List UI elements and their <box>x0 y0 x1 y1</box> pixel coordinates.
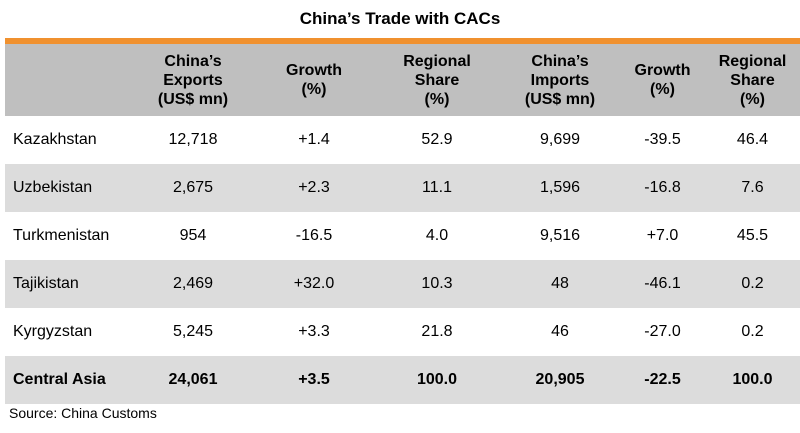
cell-imports-growth: +7.0 <box>646 227 679 244</box>
row-country: Tajikistan <box>13 275 79 292</box>
header-exports: China’s Exports (US$ mn) <box>157 52 229 108</box>
accent-bar <box>5 38 800 44</box>
trade-table: China’s Exports (US$ mn) Growth (%) Regi… <box>5 44 800 404</box>
total-imports-growth: -22.5 <box>644 371 681 388</box>
cell-exports: 12,718 <box>168 131 218 148</box>
cell-exports-growth: +3.3 <box>298 323 330 340</box>
table-row: Uzbekistan 2,675 +2.3 11.1 1,596 -16.8 7… <box>5 164 800 212</box>
source-note: Source: China Customs <box>9 405 157 421</box>
cell-exports-share: 10.3 <box>421 275 453 292</box>
cell-imports-share: 0.2 <box>741 275 764 292</box>
row-country: Turkmenistan <box>13 227 110 244</box>
cell-imports-growth: -46.1 <box>644 275 681 292</box>
cell-exports-growth: +2.3 <box>298 179 330 196</box>
header-imports: China’s Imports (US$ mn) <box>524 52 596 108</box>
cell-imports-share: 46.4 <box>736 131 769 148</box>
total-imports-share: 100.0 <box>732 371 773 388</box>
cell-imports: 46 <box>551 323 569 340</box>
cell-exports-share: 52.9 <box>421 131 453 148</box>
header-exports-share: Regional Share (%) <box>403 52 471 108</box>
trade-table-container: China’s Exports (US$ mn) Growth (%) Regi… <box>5 38 800 404</box>
header-country <box>5 44 132 116</box>
header-exports-growth: Growth (%) <box>286 62 342 98</box>
cell-exports: 2,469 <box>172 275 214 292</box>
cell-exports-growth: +32.0 <box>293 275 335 292</box>
total-label: Central Asia <box>13 371 106 388</box>
total-imports: 20,905 <box>535 371 585 388</box>
header-row: China’s Exports (US$ mn) Growth (%) Regi… <box>5 44 800 116</box>
cell-exports-share: 4.0 <box>425 227 449 244</box>
cell-imports: 1,596 <box>539 179 581 196</box>
header-imports-growth: Growth (%) <box>634 62 691 98</box>
cell-imports: 48 <box>551 275 569 292</box>
cell-exports: 2,675 <box>172 179 214 196</box>
cell-imports-growth: -39.5 <box>644 131 681 148</box>
cell-imports-growth: -16.8 <box>644 179 681 196</box>
total-exports: 24,061 <box>168 371 218 388</box>
table-row: Kazakhstan 12,718 +1.4 52.9 9,699 -39.5 … <box>5 116 800 164</box>
table-row: Tajikistan 2,469 +32.0 10.3 48 -46.1 0.2 <box>5 260 800 308</box>
cell-exports-share: 11.1 <box>422 179 452 196</box>
table-title: China’s Trade with CACs <box>299 9 501 28</box>
total-row: Central Asia 24,061 +3.5 100.0 20,905 -2… <box>5 356 800 404</box>
cell-imports-share: 7.6 <box>741 179 764 196</box>
cell-imports: 9,699 <box>539 131 581 148</box>
row-country: Kazakhstan <box>13 131 97 148</box>
table-row: Kyrgyzstan 5,245 +3.3 21.8 46 -27.0 0.2 <box>5 308 800 356</box>
total-exports-share: 100.0 <box>416 371 458 388</box>
cell-exports-growth: +1.4 <box>298 131 330 148</box>
table-row: Turkmenistan 954 -16.5 4.0 9,516 +7.0 45… <box>5 212 800 260</box>
row-country: Uzbekistan <box>13 179 93 196</box>
row-country: Kyrgyzstan <box>13 323 93 340</box>
cell-imports-share: 0.2 <box>741 323 764 340</box>
cell-imports: 9,516 <box>539 227 581 244</box>
cell-exports: 954 <box>179 227 207 244</box>
cell-exports: 5,245 <box>172 323 214 340</box>
total-exports-growth: +3.5 <box>298 371 330 388</box>
cell-exports-share: 21.8 <box>421 323 453 340</box>
cell-imports-growth: -27.0 <box>644 323 681 340</box>
cell-imports-share: 45.5 <box>736 227 769 244</box>
cell-exports-growth: -16.5 <box>295 227 333 244</box>
header-imports-share: Regional Share (%) <box>718 52 787 108</box>
